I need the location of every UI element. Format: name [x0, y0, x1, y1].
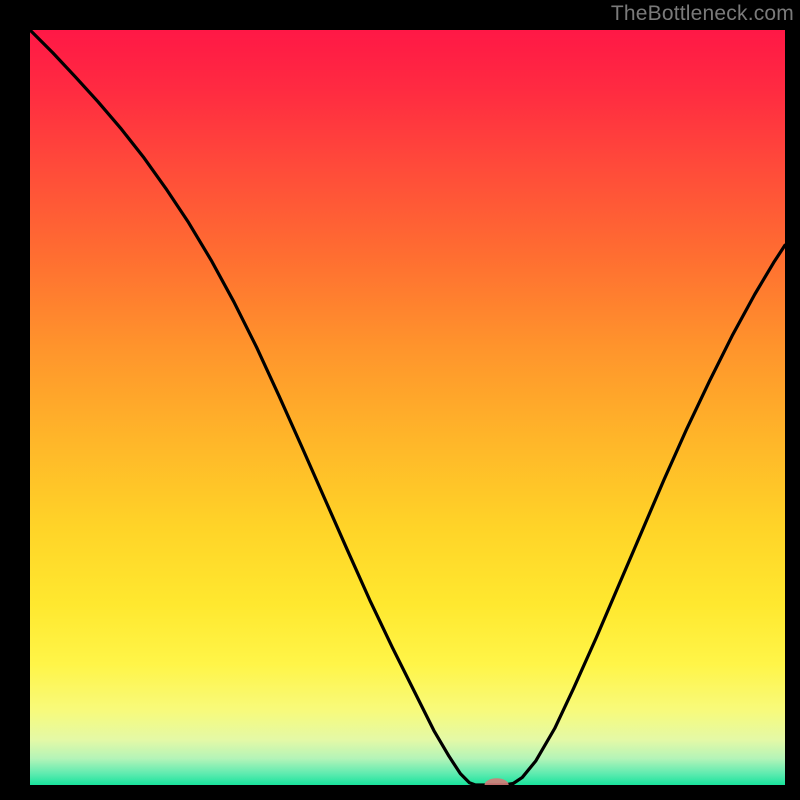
gradient-background: [30, 30, 785, 785]
plot-area: [30, 30, 785, 785]
watermark-text: TheBottleneck.com: [611, 2, 794, 26]
chart-svg: [30, 30, 785, 785]
chart-frame: TheBottleneck.com: [0, 0, 800, 800]
